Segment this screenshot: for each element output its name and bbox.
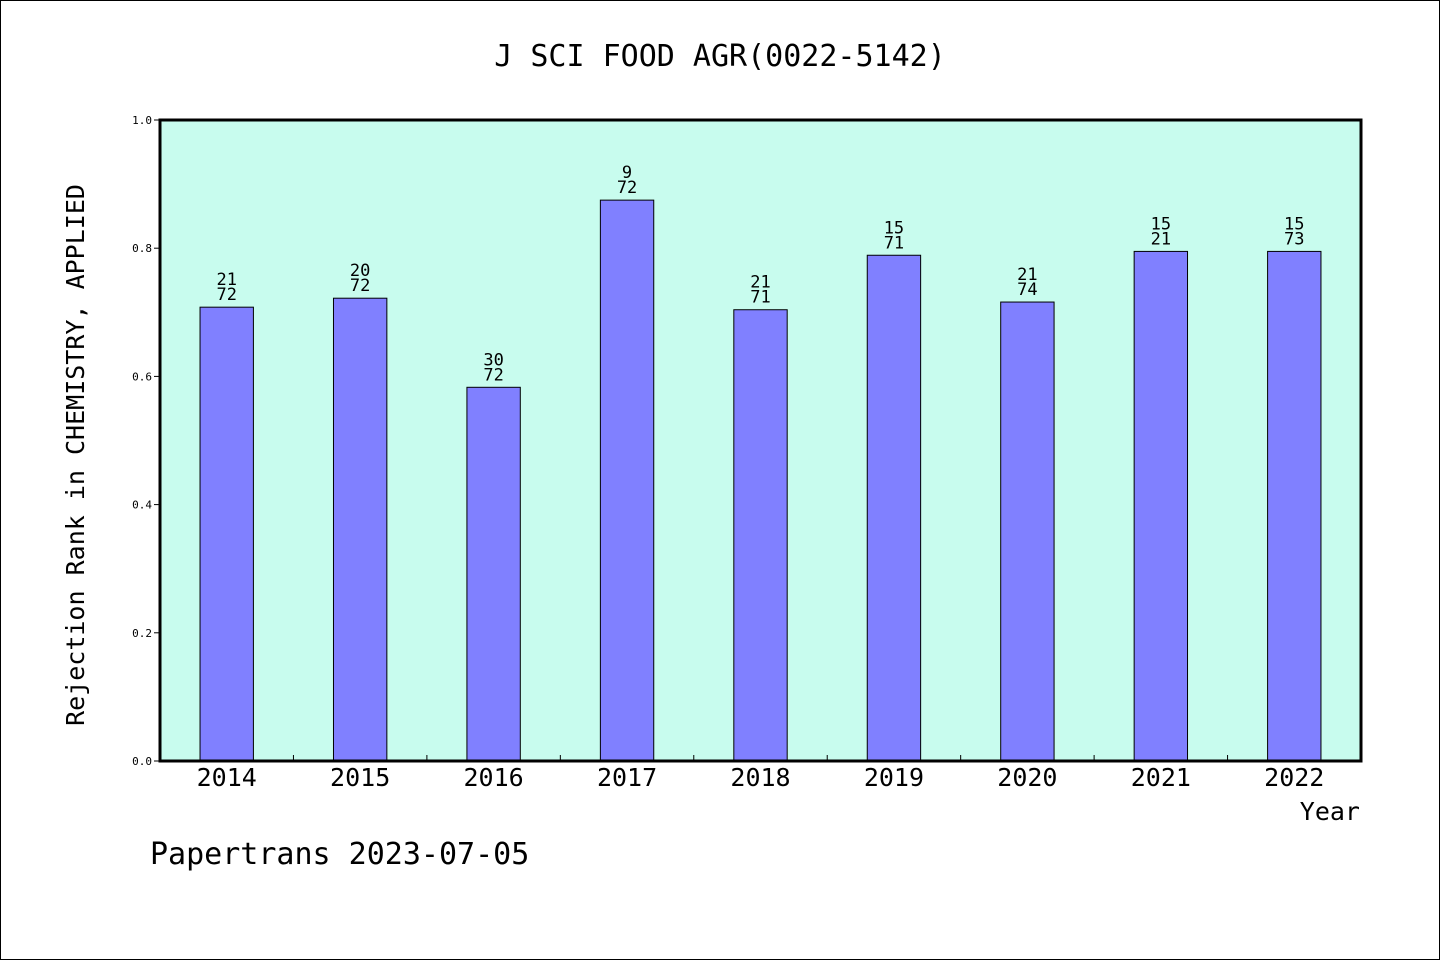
bar-2019 <box>866 254 922 762</box>
plot-border <box>158 118 1363 763</box>
y-tick-label: 0.0 <box>132 755 152 768</box>
bar-label-numerator: 15 <box>1284 214 1304 234</box>
y-tick-label: 0.4 <box>132 499 152 512</box>
bar-label-denominator: 21 <box>1151 229 1171 249</box>
bar-2018 <box>733 309 788 762</box>
y-tick-label: 0.6 <box>132 370 152 383</box>
bar-2017 <box>599 199 655 762</box>
x-tick-label: 2018 <box>730 763 790 792</box>
bar-label-numerator: 21 <box>216 270 236 290</box>
bar-label-denominator: 72 <box>216 285 236 305</box>
x-tick-label: 2016 <box>464 763 524 792</box>
y-axis-ticks: 0.0 0.2 0.4 0.6 0.8 1.0 <box>132 114 160 768</box>
bar-2022 <box>1267 250 1322 762</box>
x-tick-label: 2017 <box>597 763 657 792</box>
bar-label-denominator: 71 <box>750 288 770 308</box>
bar-label-denominator: 72 <box>617 178 637 198</box>
bar-label-numerator: 15 <box>884 218 904 238</box>
x-tick-label: 2021 <box>1131 763 1191 792</box>
y-tick-label: 0.2 <box>132 627 152 640</box>
x-tick-label: 2020 <box>997 763 1057 792</box>
bar-2021 <box>1133 250 1189 762</box>
x-tick-label: 2014 <box>197 763 257 792</box>
bar-label-denominator: 73 <box>1284 229 1304 249</box>
y-tick-label: 1.0 <box>132 114 152 127</box>
y-tick-label: 0.8 <box>132 242 152 255</box>
bar-label-denominator: 72 <box>483 365 503 385</box>
bar-label-numerator: 21 <box>1017 265 1037 285</box>
bar-2014 <box>199 306 254 762</box>
bar-label-denominator: 74 <box>1017 280 1037 300</box>
bar-label-numerator: 15 <box>1151 214 1171 234</box>
chart-title: J SCI FOOD AGR(0022-5142) <box>494 39 946 74</box>
bar-2016 <box>466 386 521 762</box>
x-tick-label: 2022 <box>1264 763 1324 792</box>
bar-label-denominator: 72 <box>350 276 370 296</box>
bar-label-numerator: 20 <box>350 261 370 281</box>
x-tick-label: 2019 <box>864 763 924 792</box>
bar-label-denominator: 71 <box>884 233 904 253</box>
bar-label-numerator: 21 <box>750 273 770 293</box>
bars-group <box>199 199 1322 762</box>
x-tick-labels-group: 2014 2015 2016 2017 2018 2019 2020 2021 2022 <box>197 763 1325 792</box>
x-tick-label: 2015 <box>330 763 390 792</box>
footer-credit: Papertrans 2023-07-05 <box>150 837 529 872</box>
bar-label-numerator: 9 <box>622 163 632 183</box>
bar-2020 <box>1000 301 1055 762</box>
bar-label-numerator: 30 <box>483 350 503 370</box>
x-axis-label: Year <box>1300 797 1360 826</box>
y-axis-label: Rejection Rank in CHEMISTRY, APPLIED <box>61 184 90 726</box>
bar-2015 <box>332 297 388 762</box>
